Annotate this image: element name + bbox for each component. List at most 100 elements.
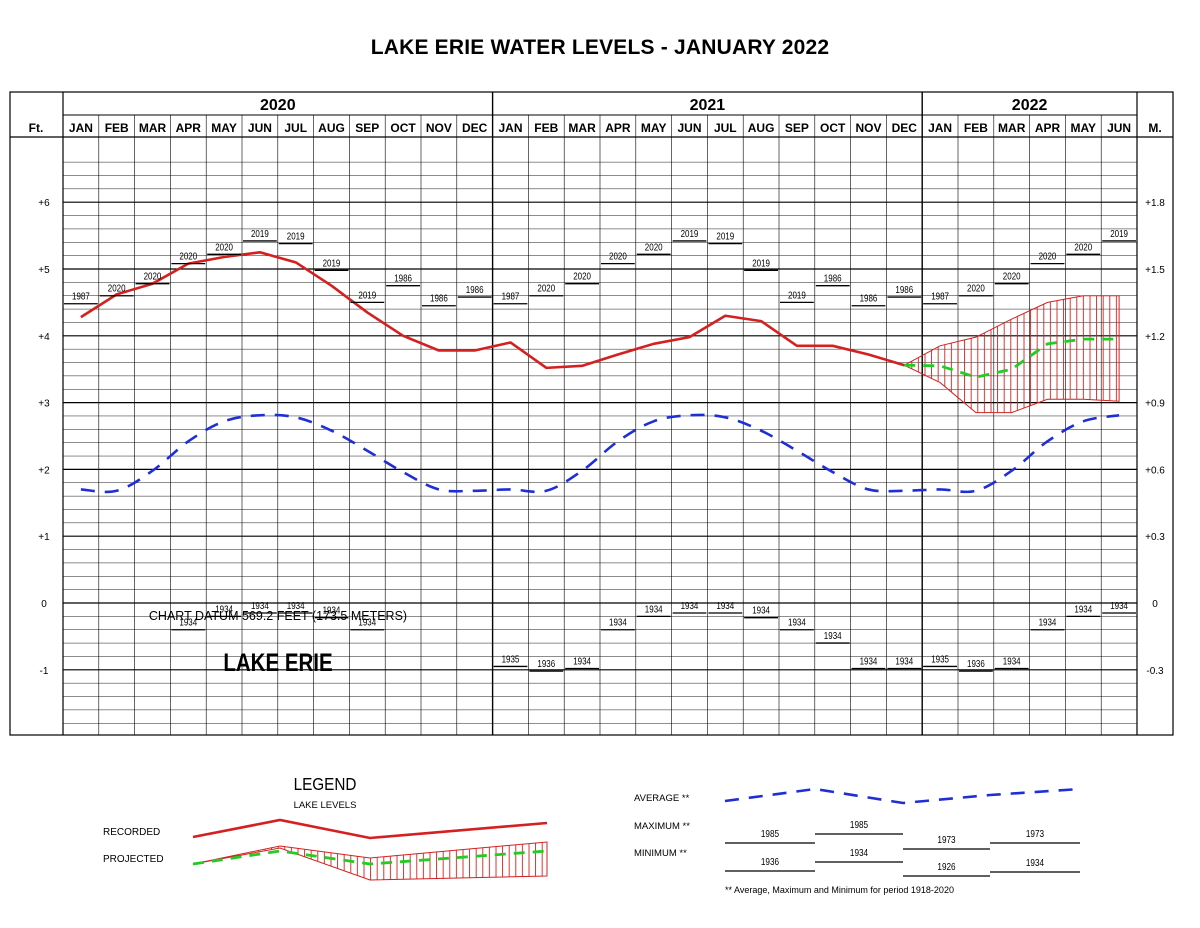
axis-labels: +6 +5 +4 +3 +2 +1 0 -1 +1.8 +1.5 +1.2 +0.9 +0.6 +0.3 0… — [38, 198, 1165, 677]
minimum-year-label: 1934 — [895, 656, 913, 667]
left-tick-label: +3 — [38, 399, 50, 410]
month-label: NOV — [426, 121, 452, 135]
month-label: JAN — [498, 121, 522, 135]
minimum-year-label: 1934 — [1110, 600, 1128, 611]
legend-title: LEGEND — [294, 774, 357, 794]
maximum-year-label: 2020 — [645, 241, 663, 252]
minimum-year-label: 1934 — [573, 656, 591, 667]
left-tick-label: -1 — [40, 666, 49, 677]
right-tick-label: +1.5 — [1145, 265, 1165, 276]
month-label: AUG — [748, 121, 775, 135]
extreme-markers: 1987 2020 2020 2020 2020 2019 2019 2019 2019 1986… — [64, 228, 1136, 672]
chart-title: LAKE ERIE WATER LEVELS - JANUARY 2022 — [370, 36, 830, 59]
month-label: FEB — [105, 121, 129, 135]
recorded-series — [80, 251, 905, 370]
minimum-year-label: 1934 — [358, 617, 376, 628]
month-label: NOV — [855, 121, 881, 135]
minimum-year-label: 1934 — [323, 605, 341, 616]
year-label: 2022 — [1012, 97, 1048, 114]
right-tick-label: +0.6 — [1145, 465, 1165, 476]
minimum-year-label: 1934 — [716, 600, 734, 611]
maximum-year-label: 2020 — [573, 271, 591, 282]
maximum-year-label: 1987 — [502, 291, 520, 302]
minimum-year-label: 1934 — [752, 605, 770, 616]
month-label: MAY — [1071, 121, 1097, 135]
right-tick-label: 0 — [1152, 599, 1158, 610]
chart-grid — [9, 91, 1174, 736]
legend-minimum-year: 1934 — [850, 847, 868, 858]
average-series — [80, 413, 1120, 494]
legend-recorded-label: RECORDED — [103, 827, 160, 838]
chart-datum-note: CHART DATUM 569.2 FEET (173.5 METERS) — [149, 609, 407, 623]
legend-average-line — [724, 787, 1081, 805]
month-label: MAR — [998, 121, 1026, 135]
maximum-year-label: 1987 — [931, 291, 949, 302]
month-label: MAR — [568, 121, 596, 135]
maximum-year-label: 2020 — [967, 283, 985, 294]
month-label: FEB — [534, 121, 558, 135]
maximum-year-label: 2020 — [1003, 271, 1021, 282]
maximum-year-label: 2020 — [144, 271, 162, 282]
projection-range-area — [903, 295, 1120, 414]
legend-projected-band — [192, 841, 548, 881]
lake-name-label: LAKE ERIE — [223, 648, 332, 676]
right-tick-label: +1.2 — [1145, 332, 1165, 343]
maximum-year-label: 2019 — [681, 228, 699, 239]
minimum-year-label: 1934 — [860, 656, 878, 667]
legend-projected-line — [192, 849, 548, 866]
month-label: AUG — [318, 121, 345, 135]
month-label: SEP — [785, 121, 809, 135]
average-line — [80, 413, 1120, 494]
month-label: JAN — [928, 121, 952, 135]
legend-maximum-year: 1973 — [937, 834, 955, 845]
minimum-year-label: 1936 — [967, 658, 985, 669]
left-tick-label: +1 — [38, 532, 50, 543]
month-label: SEP — [355, 121, 379, 135]
maximum-year-label: 2019 — [358, 290, 376, 301]
chart-header: 2020 2021 2022 JAN FEB MAR APR MAY JUN JUL AUG SEP O… — [29, 97, 1162, 135]
maximum-year-label: 2019 — [287, 231, 305, 242]
maximum-year-label: 2020 — [215, 241, 233, 252]
month-label: JUL — [714, 121, 737, 135]
legend-minimum-label: MINIMUM ** — [634, 848, 687, 859]
maximum-year-label: 2020 — [1039, 251, 1057, 262]
maximum-year-label: 2019 — [323, 258, 341, 269]
maximum-year-label: 2019 — [1110, 228, 1128, 239]
maximum-year-label: 1987 — [72, 291, 90, 302]
month-label: MAR — [139, 121, 167, 135]
legend-subtitle: LAKE LEVELS — [294, 800, 357, 811]
legend-maximum-label: MAXIMUM ** — [634, 821, 690, 832]
maximum-year-label: 2020 — [108, 283, 126, 294]
legend-maximum-year: 1973 — [1026, 828, 1044, 839]
month-label: DEC — [462, 121, 488, 135]
legend-minimum-year: 1936 — [761, 856, 779, 867]
minimum-year-label: 1934 — [251, 600, 269, 611]
minimum-year-label: 1934 — [287, 600, 305, 611]
maximum-year-label: 1986 — [824, 273, 842, 284]
month-label: APR — [1035, 121, 1061, 135]
minimum-year-label: 1934 — [788, 617, 806, 628]
minimum-year-label: 1934 — [1074, 604, 1092, 615]
maximum-year-label: 1986 — [430, 293, 448, 304]
minimum-year-label: 1936 — [537, 658, 555, 669]
minimum-year-label: 1934 — [1039, 617, 1057, 628]
maximum-year-label: 1986 — [895, 284, 913, 295]
month-label: DEC — [892, 121, 918, 135]
left-tick-label: +5 — [38, 265, 50, 276]
maximum-year-label: 2020 — [1074, 241, 1092, 252]
legend-maximum-year: 1985 — [761, 828, 779, 839]
maximum-year-label: 1986 — [466, 284, 484, 295]
month-label: OCT — [820, 121, 846, 135]
minimum-year-label: 1934 — [1003, 656, 1021, 667]
maximum-year-label: 2020 — [537, 283, 555, 294]
month-label: JAN — [69, 121, 93, 135]
maximum-year-label: 2020 — [609, 251, 627, 262]
month-label: JUN — [677, 121, 701, 135]
minimum-year-label: 1934 — [215, 604, 233, 615]
maximum-year-label: 2019 — [716, 231, 734, 242]
legend-footnote: ** Average, Maximum and Minimum for peri… — [725, 885, 954, 895]
right-tick-label: +0.9 — [1145, 399, 1165, 410]
right-tick-label: +1.8 — [1145, 198, 1165, 209]
left-tick-label: 0 — [41, 599, 47, 610]
